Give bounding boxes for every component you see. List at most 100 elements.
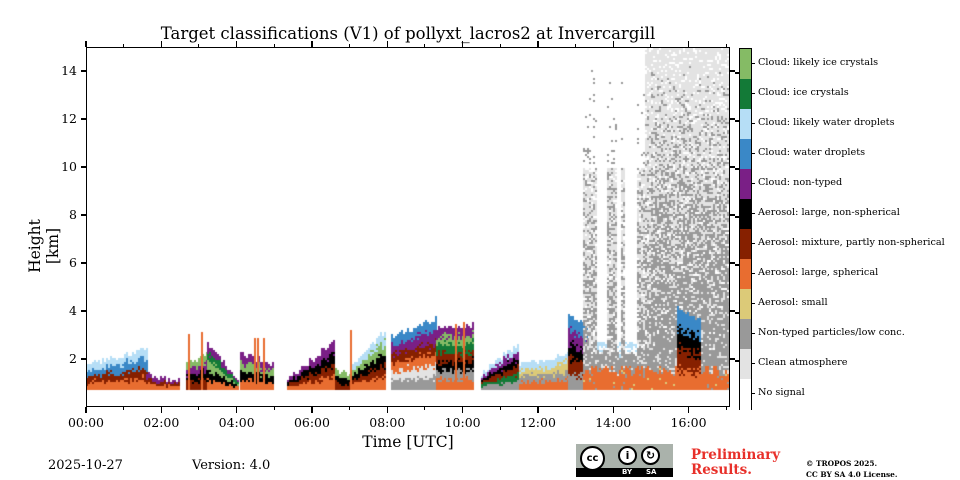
preliminary-line-1: Preliminary	[691, 447, 781, 463]
x-axis-label: Time [UTC]	[362, 433, 454, 451]
colorbar-label: Cloud: non-typed	[758, 177, 843, 188]
x-tick-top	[386, 41, 389, 47]
x-minor-tick-top	[123, 44, 125, 47]
colorbar-swatch	[740, 349, 751, 380]
badge-bottom-strip	[576, 468, 673, 477]
x-tick-bottom	[311, 407, 313, 413]
y-tick-right	[730, 262, 735, 264]
colorbar-swatch	[740, 49, 751, 80]
y-tick-label: 2	[69, 351, 77, 366]
y-tick-left	[81, 310, 86, 312]
colorbar-tick	[751, 333, 755, 334]
colorbar-swatch	[740, 259, 751, 290]
x-tick-top	[85, 41, 87, 47]
x-tick-label: 08:00	[369, 415, 406, 430]
x-tick-bottom	[687, 407, 690, 413]
badge-by-label: BY	[622, 468, 633, 476]
x-tick-bottom	[612, 407, 614, 413]
x-tick-label: 12:00	[519, 415, 556, 430]
colorbar-swatch	[740, 379, 751, 410]
x-tick-label: 16:00	[670, 415, 707, 430]
badge-sa-label: SA	[646, 468, 657, 476]
x-tick-label: 00:00	[67, 415, 105, 430]
measurement-date: 2025-10-27	[48, 458, 123, 473]
y-tick-left	[81, 358, 86, 360]
y-tick-right	[730, 118, 735, 120]
classification-raster	[87, 48, 730, 407]
y-tick-label: 14	[61, 63, 77, 78]
colorbar	[739, 48, 752, 410]
colorbar-swatch	[740, 79, 751, 110]
y-tick-label: 10	[61, 159, 77, 174]
colorbar-label: Aerosol: large, non-spherical	[758, 207, 900, 218]
x-tick-bottom	[537, 407, 539, 413]
y-tick-left	[81, 118, 86, 120]
colorbar-tick	[751, 123, 755, 124]
x-minor-tick-bottom	[725, 407, 727, 410]
x-tick-bottom	[386, 407, 389, 413]
colorbar-tick	[751, 393, 755, 394]
x-minor-tick-top	[499, 44, 501, 47]
y-tick-right	[730, 166, 735, 168]
y-tick-right	[730, 310, 735, 312]
colorbar-minor-tick	[735, 168, 739, 170]
copyright-line-2: CC BY SA 4.0 License.	[806, 469, 898, 479]
copyright-notice: © TROPOS 2025. CC BY SA 4.0 License.	[806, 459, 897, 480]
colorbar-label: Cloud: water droplets	[758, 147, 866, 158]
colorbar-swatch	[740, 229, 751, 260]
y-tick-label: 4	[69, 303, 77, 318]
attribution-person-icon: i	[618, 446, 637, 465]
colorbar-minor-tick	[735, 264, 739, 266]
colorbar-label: Clean atmosphere	[758, 357, 848, 368]
colorbar-minor-tick	[735, 72, 739, 74]
x-minor-tick-top	[198, 44, 200, 47]
y-tick-left	[81, 262, 86, 264]
x-tick-bottom	[85, 407, 87, 413]
x-minor-tick-bottom	[575, 407, 577, 410]
y-tick-left	[81, 214, 86, 216]
share-alike-icon: ↻	[641, 446, 660, 465]
colorbar-minor-tick	[735, 120, 739, 122]
x-minor-tick-bottom	[198, 407, 200, 410]
colorbar-tick	[751, 183, 755, 184]
x-minor-tick-bottom	[349, 407, 351, 410]
x-minor-tick-bottom	[499, 407, 501, 410]
colorbar-swatch	[740, 139, 751, 170]
x-tick-label: 06:00	[293, 415, 330, 430]
x-tick-label: 04:00	[218, 415, 255, 430]
version-label: Version: 4.0	[192, 458, 271, 473]
x-minor-tick-bottom	[650, 407, 652, 410]
x-tick-bottom	[160, 407, 163, 413]
y-axis-label: Height [km]	[26, 219, 62, 273]
colorbar-minor-tick	[735, 360, 739, 362]
y-tick-label: 6	[69, 255, 77, 270]
colorbar-tick	[751, 243, 755, 244]
x-tick-top	[537, 41, 539, 47]
x-minor-tick-bottom	[273, 407, 275, 410]
x-tick-label: 14:00	[595, 415, 632, 430]
x-tick-top	[612, 41, 614, 47]
colorbar-tick	[751, 273, 755, 274]
colorbar-minor-tick	[735, 312, 739, 314]
x-minor-tick-top	[650, 44, 652, 47]
y-tick-label: 12	[61, 111, 77, 126]
colorbar-tick	[751, 213, 755, 214]
colorbar-minor-tick	[735, 216, 739, 218]
copyright-line-1: © TROPOS 2025.	[806, 459, 878, 468]
colorbar-tick	[751, 153, 755, 154]
colorbar-swatch	[740, 199, 751, 230]
y-tick-label: 8	[69, 207, 77, 222]
colorbar-tick	[751, 303, 755, 304]
colorbar-label: Cloud: ice crystals	[758, 87, 849, 98]
x-tick-top	[235, 41, 238, 47]
cc-icon: cc	[580, 446, 605, 471]
x-tick-top	[687, 41, 690, 47]
colorbar-label: Aerosol: large, spherical	[758, 267, 879, 278]
x-minor-tick-top	[725, 44, 727, 47]
y-tick-left	[81, 70, 86, 72]
colorbar-tick	[751, 93, 755, 94]
x-minor-tick-bottom	[424, 407, 426, 410]
colorbar-swatch	[740, 319, 751, 350]
colorbar-label: Aerosol: mixture, partly non-spherical	[758, 237, 945, 248]
x-minor-tick-top	[349, 44, 351, 47]
